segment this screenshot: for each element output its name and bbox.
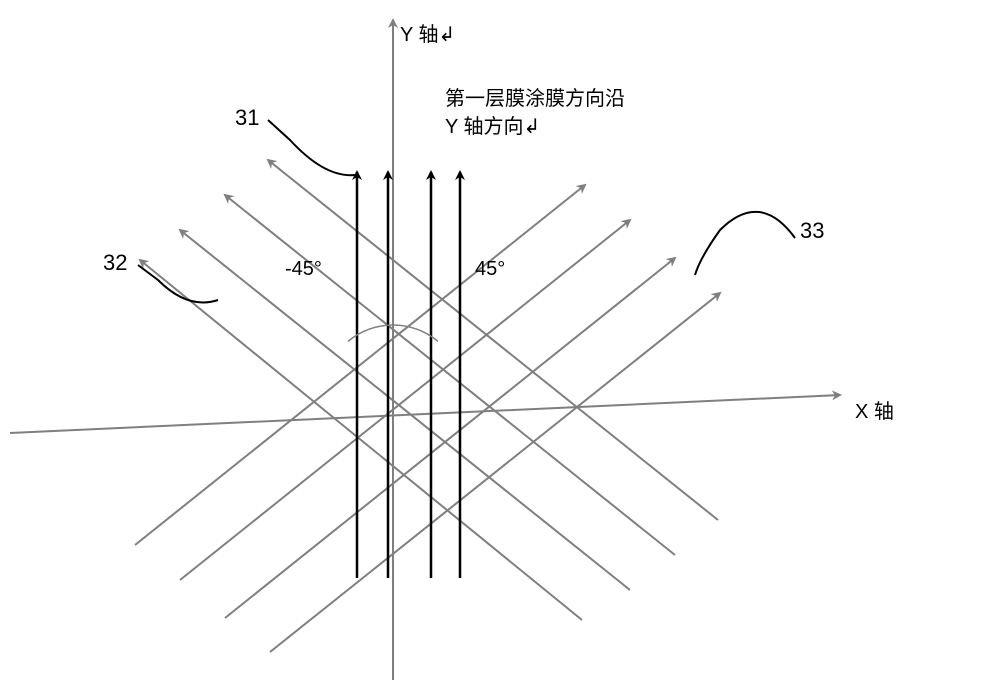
ref-33: 33 <box>800 218 824 244</box>
layer1-description: 第一层膜涂膜方向沿 Y 轴方向↲ <box>445 85 625 141</box>
ref-32: 32 <box>103 250 127 276</box>
y-axis-label: Y 轴↲ <box>400 18 455 47</box>
ref-31: 31 <box>235 105 259 131</box>
angle-right-label: 45° <box>475 258 505 281</box>
angle-left-label: -45° <box>285 258 322 281</box>
x-axis-label: X 轴 <box>855 395 894 424</box>
